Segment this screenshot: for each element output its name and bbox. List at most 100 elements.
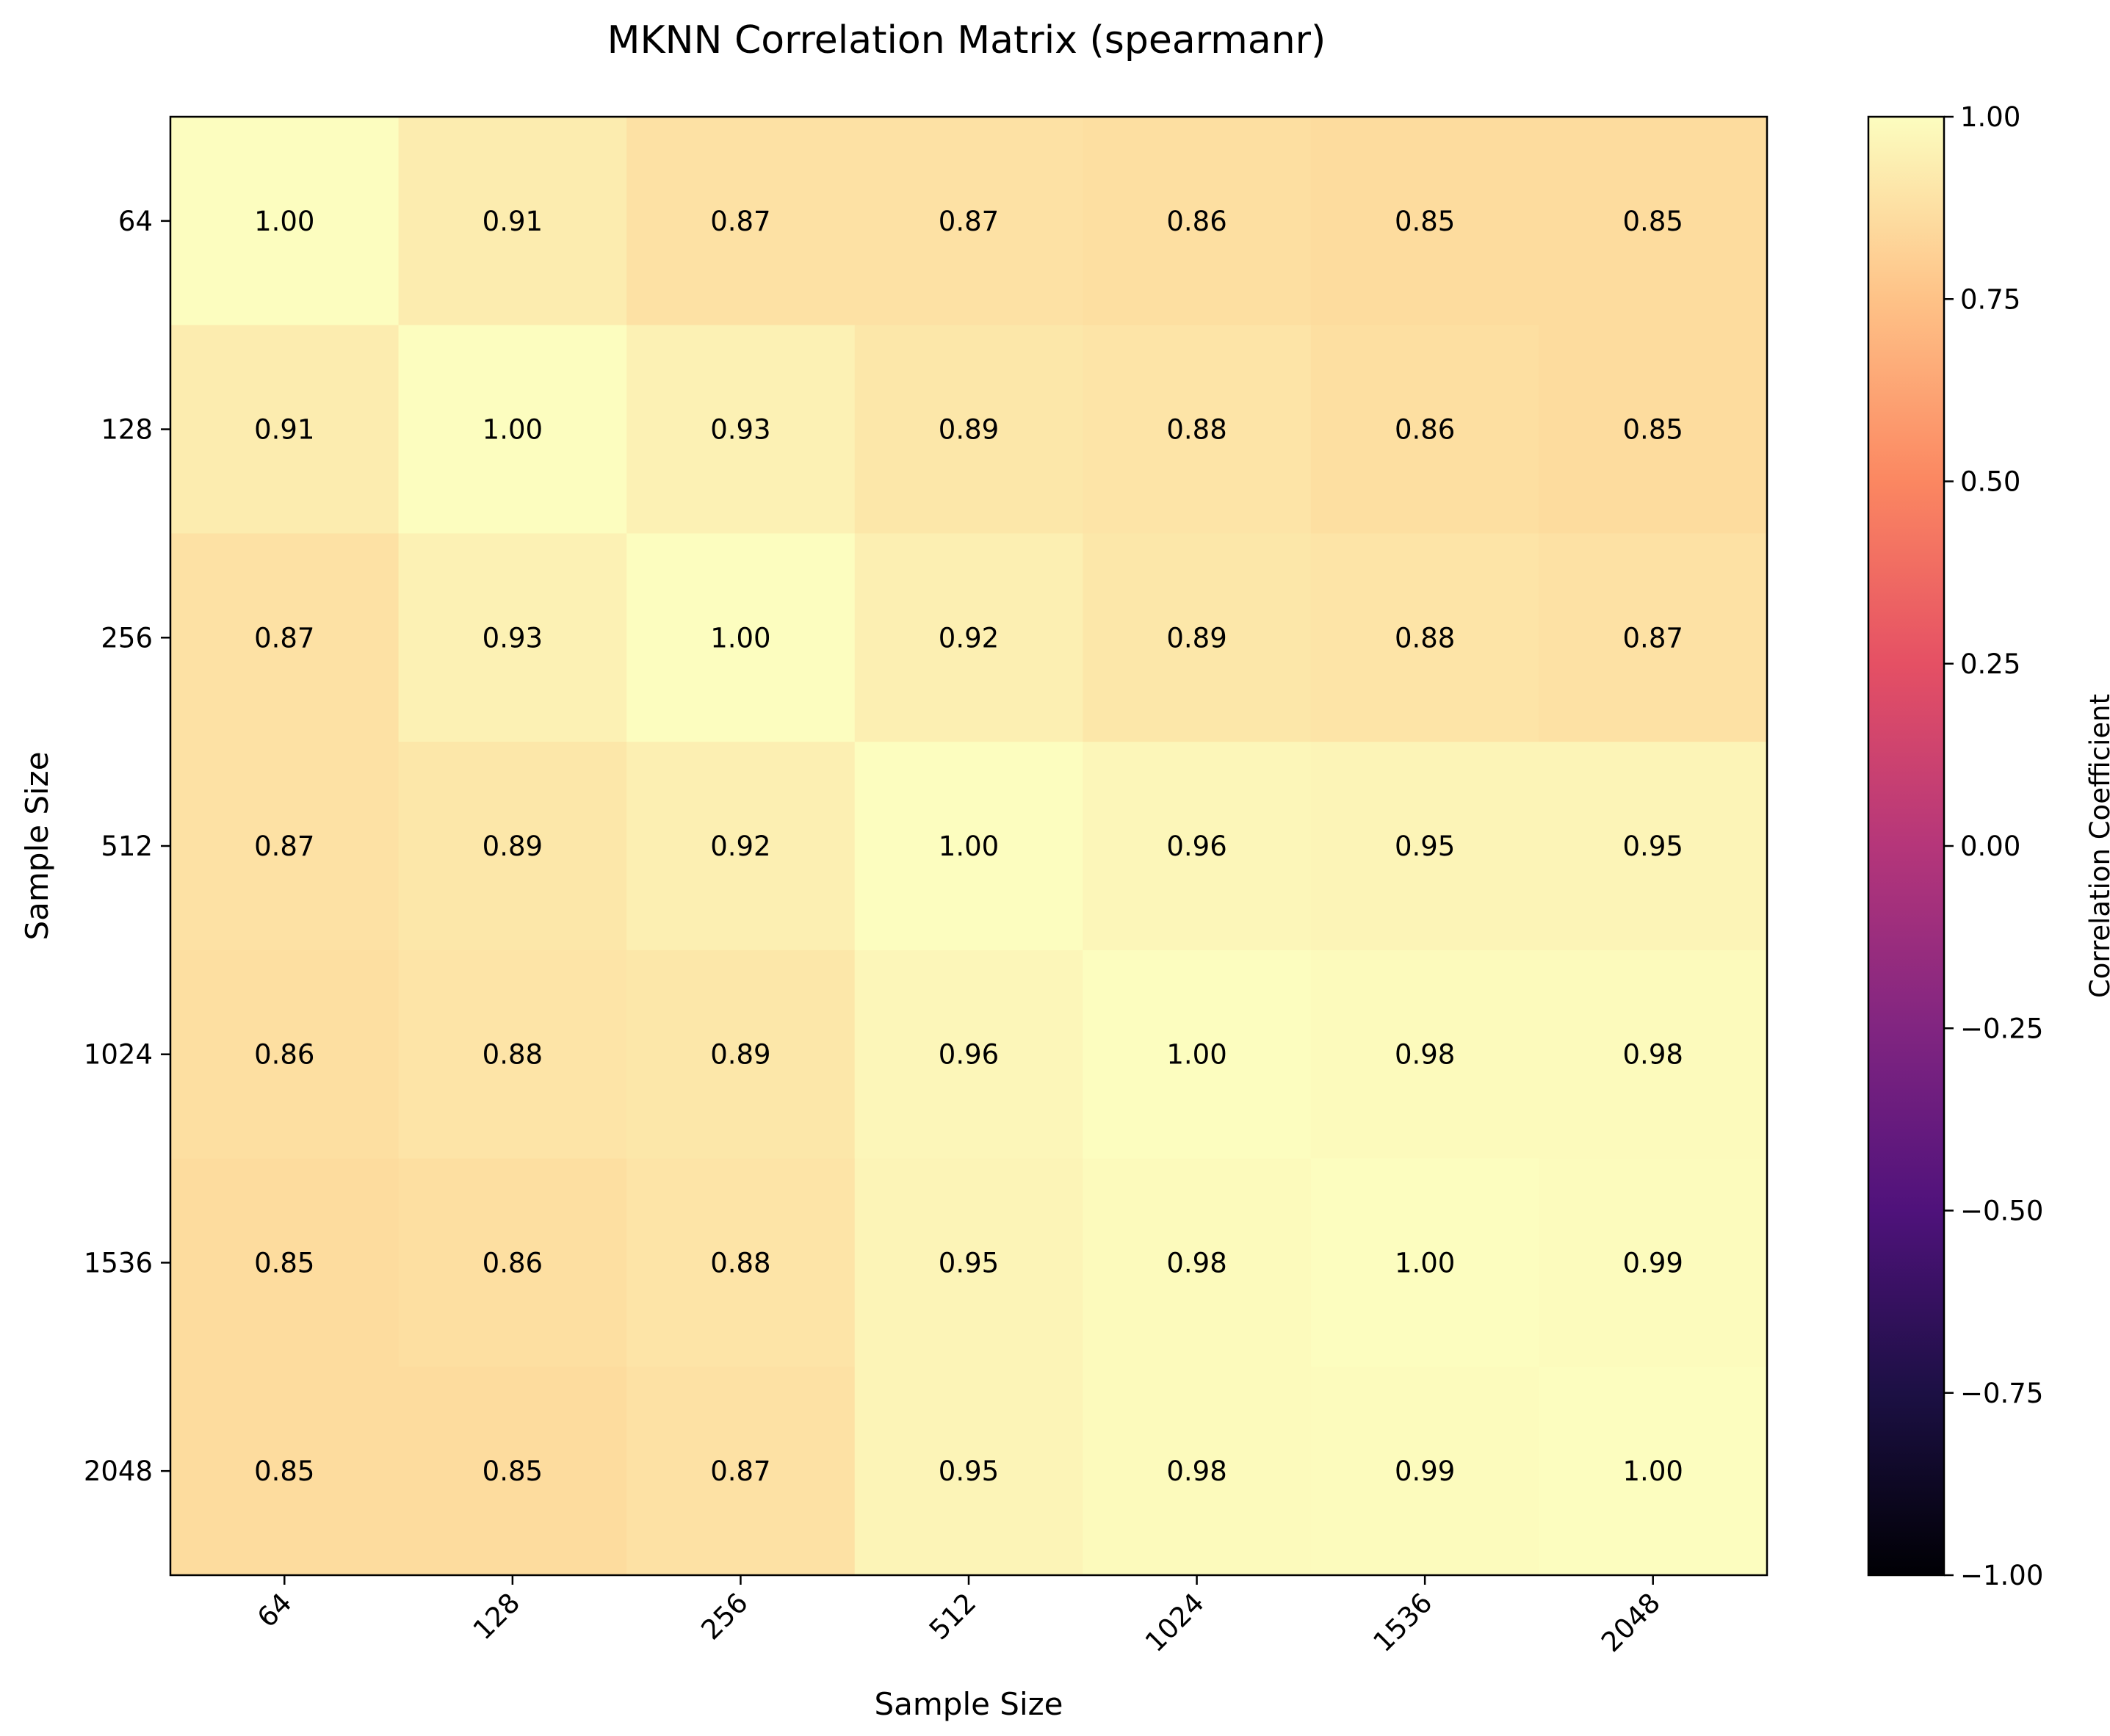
y-tick-label: 512 bbox=[101, 831, 153, 862]
x-tick-label: 512 bbox=[923, 1587, 982, 1646]
cell-value-label: 0.93 bbox=[483, 622, 543, 654]
cell-value-label: 0.99 bbox=[1623, 1247, 1683, 1279]
colorbar: −1.00 −0.75 −0.50 −0.25 0.00 0.25 0.50 0.75 1.00… bbox=[1867, 101, 2110, 1591]
heatmap-cell bbox=[170, 950, 400, 1160]
colorbar-tick-label: 0.50 bbox=[1960, 466, 2020, 498]
colorbar-tick-label: −0.50 bbox=[1960, 1196, 2043, 1227]
colorbar-ticks: −1.00 −0.75 −0.50 −0.25 0.00 0.25 0.50 0.75 1.00 bbox=[1944, 101, 2043, 1591]
cell-value-label: 1.00 bbox=[710, 622, 770, 654]
heatmap-cell bbox=[398, 117, 627, 326]
cell-value-label: 0.88 bbox=[710, 1247, 770, 1279]
cell-value-label: 1.00 bbox=[1395, 1247, 1455, 1279]
cell-value-label: 0.88 bbox=[1395, 622, 1455, 654]
cell-value-label: 0.98 bbox=[1623, 1039, 1683, 1071]
cell-value-label: 1.00 bbox=[254, 206, 314, 237]
heatmap-cell bbox=[398, 533, 627, 742]
heatmap-cell bbox=[626, 950, 856, 1160]
y-axis-label: Sample Size bbox=[19, 751, 55, 940]
heatmap-cell bbox=[1310, 950, 1539, 1160]
x-tick-label: 64 bbox=[251, 1587, 298, 1634]
cell-value-label: 0.86 bbox=[1166, 206, 1226, 237]
cell-value-label: 0.86 bbox=[1395, 414, 1455, 446]
heatmap-cell-labels: 1.00 0.91 0.87 0.87 0.86 0.85 0.85 0.91 1.00 0.93… bbox=[254, 206, 1683, 1487]
heatmap-cell bbox=[170, 117, 400, 326]
heatmap-cell bbox=[1310, 1367, 1539, 1576]
heatmap-cell bbox=[170, 1367, 400, 1576]
cell-value-label: 0.89 bbox=[483, 831, 543, 862]
cell-value-label: 0.91 bbox=[483, 206, 543, 237]
colorbar-tick-label: 1.00 bbox=[1960, 101, 2020, 133]
heatmap-cell bbox=[1539, 325, 1768, 534]
cell-value-label: 0.95 bbox=[1623, 831, 1683, 862]
heatmap-cell bbox=[1083, 325, 1312, 534]
cell-value-label: 0.85 bbox=[483, 1455, 543, 1487]
cell-value-label: 1.00 bbox=[939, 831, 999, 862]
cell-value-label: 0.93 bbox=[710, 414, 770, 446]
heatmap-cell bbox=[626, 533, 856, 742]
cell-value-label: 0.95 bbox=[1395, 831, 1455, 862]
cell-value-label: 0.95 bbox=[939, 1455, 999, 1487]
cell-value-label: 0.92 bbox=[710, 831, 770, 862]
cell-value-label: 0.89 bbox=[710, 1039, 770, 1071]
heatmap-cell bbox=[398, 1367, 627, 1576]
heatmap-cell bbox=[1310, 742, 1539, 951]
colorbar-tick-label: −1.00 bbox=[1960, 1560, 2043, 1591]
heatmap-cell bbox=[1083, 533, 1312, 742]
cell-value-label: 0.85 bbox=[254, 1455, 314, 1487]
cell-value-label: 1.00 bbox=[1623, 1455, 1683, 1487]
heatmap-cell bbox=[626, 742, 856, 951]
cell-value-label: 0.85 bbox=[1623, 206, 1683, 237]
heatmap-cell bbox=[854, 742, 1083, 951]
heatmap-cells bbox=[170, 117, 1768, 1576]
y-tick-label: 1024 bbox=[84, 1039, 153, 1071]
colorbar-tick-label: 0.25 bbox=[1960, 648, 2020, 680]
heatmap-cell bbox=[1539, 1367, 1768, 1576]
chart-title: MKNN Correlation Matrix (spearmanr) bbox=[607, 18, 1326, 62]
y-tick-label: 256 bbox=[101, 622, 153, 654]
cell-value-label: 0.98 bbox=[1166, 1455, 1226, 1487]
cell-value-label: 0.88 bbox=[1166, 414, 1226, 446]
heatmap-cell bbox=[398, 325, 627, 534]
colorbar-tick-label: 0.00 bbox=[1960, 831, 2020, 862]
heatmap-cell bbox=[398, 742, 627, 951]
heatmap-cell bbox=[854, 1367, 1083, 1576]
heatmap-cell bbox=[1083, 950, 1312, 1160]
heatmap-cell bbox=[1310, 117, 1539, 326]
cell-value-label: 0.86 bbox=[254, 1039, 314, 1071]
heatmap-cell bbox=[170, 1158, 400, 1367]
cell-value-label: 0.99 bbox=[1395, 1455, 1455, 1487]
cell-value-label: 0.87 bbox=[254, 831, 314, 862]
heatmap-cell bbox=[854, 117, 1083, 326]
heatmap-cell bbox=[170, 325, 400, 534]
x-axis-label: Sample Size bbox=[874, 1686, 1063, 1722]
cell-value-label: 0.87 bbox=[710, 206, 770, 237]
y-tick-label: 1536 bbox=[84, 1247, 153, 1279]
x-tick-label: 256 bbox=[695, 1587, 754, 1646]
cell-value-label: 0.85 bbox=[254, 1247, 314, 1279]
cell-value-label: 1.00 bbox=[1166, 1039, 1226, 1071]
cell-value-label: 0.87 bbox=[710, 1455, 770, 1487]
x-tick-label: 2048 bbox=[1595, 1587, 1666, 1658]
cell-value-label: 0.96 bbox=[939, 1039, 999, 1071]
heatmap-cell bbox=[1310, 533, 1539, 742]
x-tick-label: 1024 bbox=[1139, 1587, 1210, 1658]
heatmap-cell bbox=[1083, 1158, 1312, 1367]
heatmap-cell bbox=[398, 1158, 627, 1367]
heatmap-cell bbox=[1083, 117, 1312, 326]
cell-value-label: 0.87 bbox=[939, 206, 999, 237]
cell-value-label: 0.89 bbox=[1166, 622, 1226, 654]
y-axis-ticks: 64 128 256 512 1024 1536 2048 bbox=[84, 206, 170, 1487]
cell-value-label: 0.92 bbox=[939, 622, 999, 654]
heatmap-cell bbox=[1083, 742, 1312, 951]
x-axis-ticks: 64 128 256 512 1024 1536 2048 bbox=[251, 1575, 1666, 1658]
cell-value-label: 0.88 bbox=[483, 1039, 543, 1071]
cell-value-label: 0.89 bbox=[939, 414, 999, 446]
colorbar-tick-label: −0.75 bbox=[1960, 1378, 2043, 1409]
cell-value-label: 1.00 bbox=[483, 414, 543, 446]
heatmap-cell bbox=[170, 742, 400, 951]
heatmap-cell bbox=[626, 1367, 856, 1576]
cell-value-label: 0.95 bbox=[939, 1247, 999, 1279]
colorbar-gradient bbox=[1867, 115, 1945, 1577]
colorbar-tick-label: 0.75 bbox=[1960, 283, 2020, 315]
